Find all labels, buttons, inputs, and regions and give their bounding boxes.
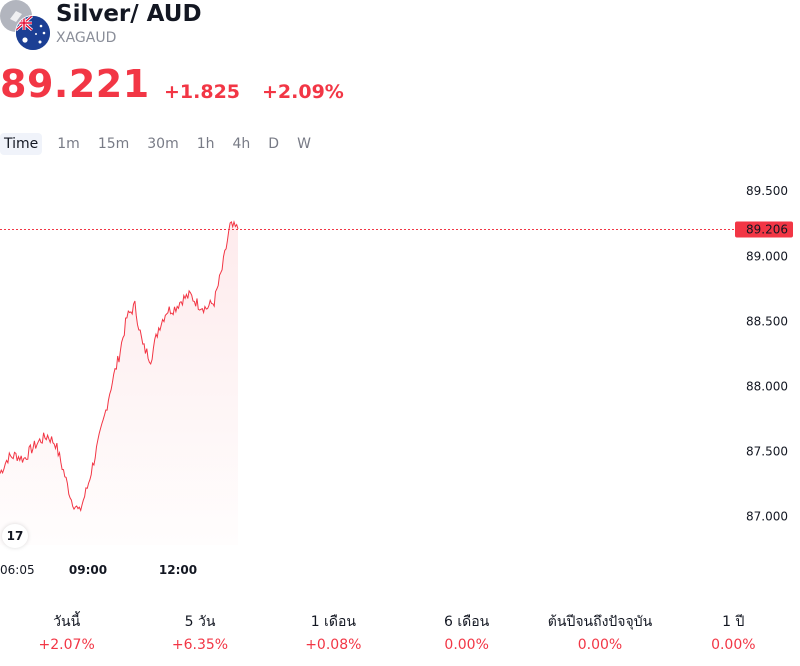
perf-ytd[interactable]: ต้นปีจนถึงปัจจุบัน 0.00% [533,610,666,660]
perf-value: 0.00% [711,637,756,653]
y-tick-label: 89.500 [746,184,788,198]
price-change-percent: +2.09% [262,81,344,103]
y-tick-label: 88.000 [746,379,788,393]
y-tick-label: 87.500 [746,444,788,458]
y-tick-label: 89.000 [746,249,788,263]
tab-15m[interactable]: 15m [97,136,130,152]
price-area [0,221,238,545]
y-tick-label: 87.000 [746,509,788,523]
perf-value: +0.08% [305,637,362,653]
tab-4h[interactable]: 4h [232,136,251,152]
perf-1-month[interactable]: 1 เดือน +0.08% [267,610,400,660]
tab-w[interactable]: W [297,136,311,152]
perf-5-days[interactable]: 5 วัน +6.35% [133,610,266,660]
perf-value: +6.35% [171,637,229,653]
perf-label: 6 เดือน [444,614,490,630]
perf-value: +2.07% [38,637,95,653]
tab-1m[interactable]: 1m [57,136,80,152]
perf-1-year[interactable]: 1 ปี 0.00% [667,610,800,660]
x-tick-label: 12:00 [159,563,197,577]
symbol-ticker: XAGAUD [56,30,117,46]
tradingview-logo[interactable]: 17 [2,524,28,548]
symbol-logo [0,0,51,51]
x-tick-label: 09:00 [69,563,107,577]
last-price-label: 89.206 [746,222,788,236]
price-change-absolute: +1.825 [164,81,241,103]
price-chart[interactable]: 89.206 89.500 89.000 88.500 88.000 87.500 87.0… [0,160,800,580]
last-price-badge [735,221,793,238]
tab-1h[interactable]: 1h [196,136,215,152]
y-tick-label: 88.500 [746,314,788,328]
perf-label: 1 ปี [722,614,745,630]
performance-strip: วันนี้ +2.07% 5 วัน +6.35% 1 เดือน +0.08… [0,610,800,660]
last-price: 89.221 [0,62,150,106]
australia-flag-icon [15,15,51,51]
x-tick-label: 06:05 [0,563,35,577]
tab-time[interactable]: Time [0,133,43,155]
perf-value: 0.00% [577,637,623,653]
perf-today[interactable]: วันนี้ +2.07% [0,610,133,660]
tab-d[interactable]: D [268,136,280,152]
perf-label: ต้นปีจนถึงปัจจุบัน [547,614,653,630]
perf-value: 0.00% [444,637,489,653]
perf-label: วันนี้ [53,614,81,630]
price-line [0,220,239,512]
perf-label: 5 วัน [184,614,216,630]
tab-30m[interactable]: 30m [147,136,179,152]
perf-label: 1 เดือน [310,614,356,630]
perf-6-months[interactable]: 6 เดือน 0.00% [400,610,533,660]
interval-tabs: Time 1m 15m 30m 1h 4h D W [0,132,320,156]
symbol-title: Silver/ AUD [56,1,202,27]
